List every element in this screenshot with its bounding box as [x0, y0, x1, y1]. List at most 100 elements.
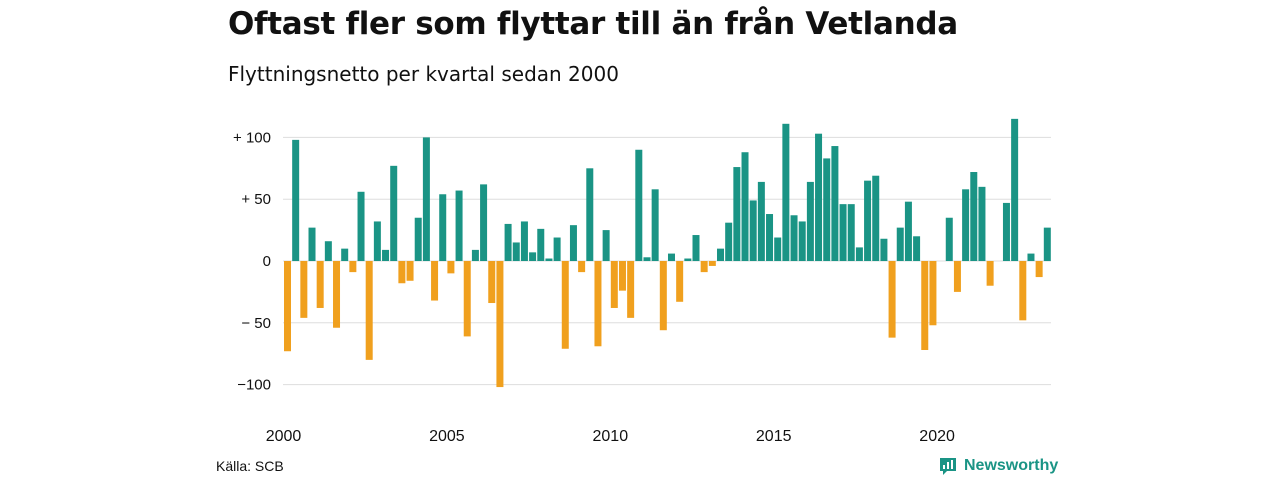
bar-2014K1	[741, 152, 749, 261]
bar-2012K4	[700, 261, 708, 273]
bar-2011K2	[651, 189, 659, 261]
bar-2018K3	[888, 261, 896, 338]
bar-2014K4	[766, 214, 774, 261]
bar-2019K3	[921, 261, 929, 350]
bar-2016K2	[815, 133, 823, 261]
bar-2020K3	[953, 261, 961, 292]
newsworthy-logo-icon	[940, 458, 956, 475]
bar-2005K1	[447, 261, 455, 274]
x-tick-label: 2015	[756, 428, 792, 445]
bar-2016K4	[831, 146, 839, 261]
bar-2006K4	[504, 223, 512, 261]
bar-2015K3	[790, 215, 798, 261]
bar-2015K1	[774, 237, 782, 261]
bar-2005K3	[463, 261, 471, 337]
bar-2003K1	[382, 249, 390, 261]
bar-2008K2	[553, 237, 561, 261]
bar-2008K3	[561, 261, 569, 349]
bar-2023K2	[1043, 227, 1051, 261]
bar-2017K1	[839, 204, 847, 261]
chart-subtitle: Flyttningsnetto per kvartal sedan 2000	[228, 62, 619, 86]
bar-2017K3	[855, 247, 863, 261]
bar-2013K4	[733, 167, 741, 261]
bar-2002K1	[349, 261, 357, 273]
bar-2000K3	[300, 261, 308, 318]
bar-2004K4	[439, 194, 447, 261]
x-tick-label: 2010	[593, 428, 629, 445]
source-note: Källa: SCB	[216, 458, 284, 474]
brand-name: Newsworthy	[964, 457, 1059, 474]
bar-2000K1	[284, 261, 291, 352]
bar-2019K1	[904, 201, 912, 261]
bar-2017K2	[847, 204, 855, 261]
bar-2017K4	[864, 180, 872, 261]
bar-2003K4	[406, 261, 414, 281]
bar-2000K2	[292, 139, 300, 261]
y-tick-label: −100	[237, 377, 271, 394]
bar-2003K2	[390, 165, 398, 261]
y-tick-label: + 50	[241, 191, 271, 208]
bar-2010K2	[618, 261, 626, 291]
bar-2022K2	[1011, 118, 1019, 261]
y-axis-ticks: + 100 + 50 0 − 50 −100	[233, 129, 271, 393]
bar-2018K1	[872, 175, 880, 261]
bar-2002K2	[357, 191, 365, 261]
bar-2013K2	[717, 248, 725, 261]
y-tick-label: + 100	[233, 129, 271, 146]
bar-2009K1	[578, 261, 586, 273]
bar-2013K1	[708, 261, 716, 266]
bar-2021K2	[978, 186, 986, 261]
bar-2011K1	[643, 257, 651, 261]
bar-2013K3	[725, 222, 733, 261]
bar-2006K3	[496, 261, 504, 388]
bar-2009K4	[602, 230, 610, 261]
bar-2022K3	[1019, 261, 1027, 321]
bar-2009K3	[594, 261, 602, 347]
x-tick-label: 2020	[919, 428, 955, 445]
bar-2007K4	[537, 228, 545, 261]
bar-2006K1	[480, 184, 488, 261]
bar-2004K1	[414, 217, 422, 261]
x-tick-label: 2000	[266, 428, 302, 445]
bar-2022K4	[1027, 253, 1035, 261]
bar-2023K1	[1035, 261, 1043, 278]
bar-2009K2	[586, 168, 594, 261]
bar-2006K2	[488, 261, 496, 304]
bar-chart: + 100 + 50 0 − 50 −100 2000 2005 2010 2015 2020	[233, 118, 1051, 445]
bar-2001K2	[324, 241, 332, 261]
bar-2012K3	[692, 235, 700, 261]
bar-2007K1	[512, 242, 520, 261]
bar-2008K1	[545, 258, 553, 261]
bar-2003K3	[398, 261, 406, 284]
bar-2016K3	[823, 158, 831, 261]
bar-2020K2	[945, 217, 953, 261]
bar-2014K2	[749, 200, 757, 261]
bar-2007K2	[520, 221, 528, 261]
bar-2011K3	[659, 261, 667, 331]
x-axis-ticks: 2000 2005 2010 2015 2020	[266, 428, 955, 445]
bar-2018K2	[880, 238, 888, 261]
bar-2022K1	[1002, 202, 1010, 261]
x-tick-label: 2005	[429, 428, 465, 445]
y-tick-label: 0	[263, 253, 271, 270]
bar-2019K4	[929, 261, 937, 326]
bar-2015K2	[782, 123, 790, 261]
bar-2002K3	[365, 261, 373, 360]
bar-2011K4	[667, 253, 675, 261]
bar-2005K2	[455, 190, 463, 261]
bar-2015K4	[798, 221, 806, 261]
bar-2002K4	[373, 221, 381, 261]
bar-2001K1	[316, 261, 324, 308]
chart-title: Oftast fler som flyttar till än från Vet…	[228, 6, 958, 42]
brand-logo[interactable]: Newsworthy	[938, 456, 1058, 476]
bar-2000K4	[308, 227, 316, 261]
bar-2012K1	[676, 261, 684, 302]
bar-2020K4	[962, 189, 970, 261]
bar-2005K4	[471, 249, 479, 261]
y-tick-label: − 50	[241, 315, 271, 332]
bar-2019K2	[913, 236, 921, 261]
bar-2001K3	[333, 261, 341, 328]
bars	[284, 118, 1051, 388]
bar-2010K1	[610, 261, 618, 308]
bar-2007K3	[529, 252, 537, 261]
